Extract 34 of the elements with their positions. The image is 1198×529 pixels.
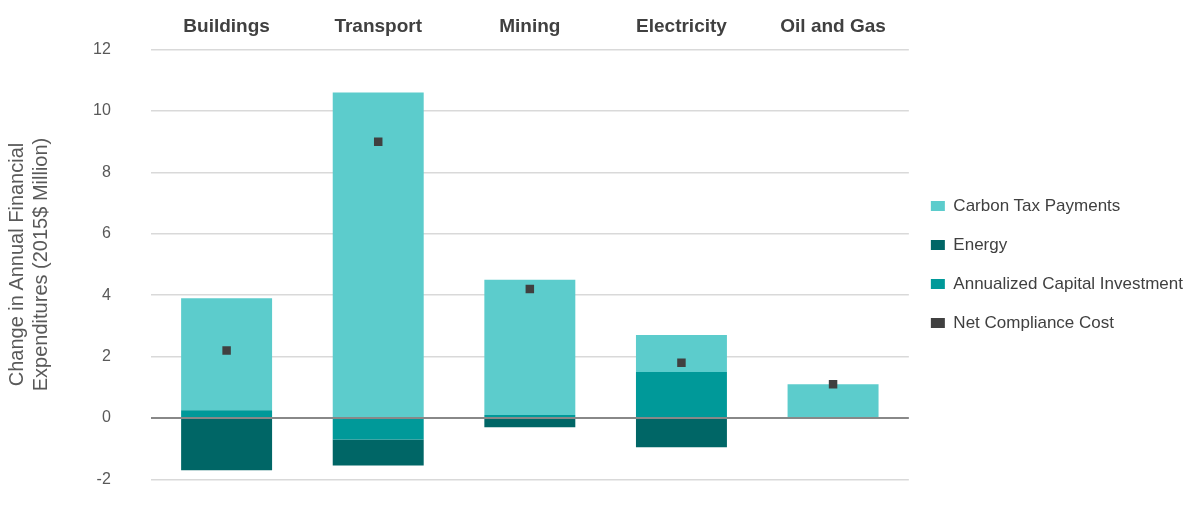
x-tick-label: Buildings [183, 15, 270, 37]
y-tick-label: 0 [101, 408, 111, 426]
legend-label: Net Compliance Cost [953, 312, 1115, 332]
bar [635, 371, 727, 417]
bar [332, 92, 424, 417]
y-tick-label: 4 [101, 285, 111, 303]
y-tick-label: -2 [96, 469, 111, 487]
bar [181, 298, 273, 411]
bar [484, 414, 576, 417]
bar [484, 279, 576, 415]
y-tick-label: 10 [93, 101, 111, 119]
point [222, 346, 231, 355]
y-tick-label: 12 [93, 40, 111, 58]
point [373, 137, 383, 146]
y-tick-label: 2 [101, 347, 111, 365]
y-tick-label: 6 [101, 224, 111, 242]
x-tick-label: Oil and Gas [780, 15, 886, 37]
bar [181, 410, 273, 417]
x-tick-label: Electricity [636, 15, 728, 37]
y-tick-label: 8 [101, 162, 111, 180]
bar [484, 419, 576, 428]
bar [332, 439, 424, 466]
x-tick-label: Mining [499, 15, 561, 37]
legend-label: Annualized Capital Investment [953, 273, 1184, 293]
legend-label: Energy [953, 234, 1008, 254]
bar [181, 419, 273, 471]
y-axis-title: Change in Annual Financial Expenditures (2015$ Million) [4, 137, 51, 392]
bar [635, 419, 727, 448]
legend-label: Carbon Tax Payments [953, 195, 1121, 215]
bar [635, 335, 727, 372]
bar [787, 384, 879, 417]
bar [332, 419, 424, 440]
point [677, 358, 686, 367]
x-tick-label: Transport [334, 15, 423, 37]
